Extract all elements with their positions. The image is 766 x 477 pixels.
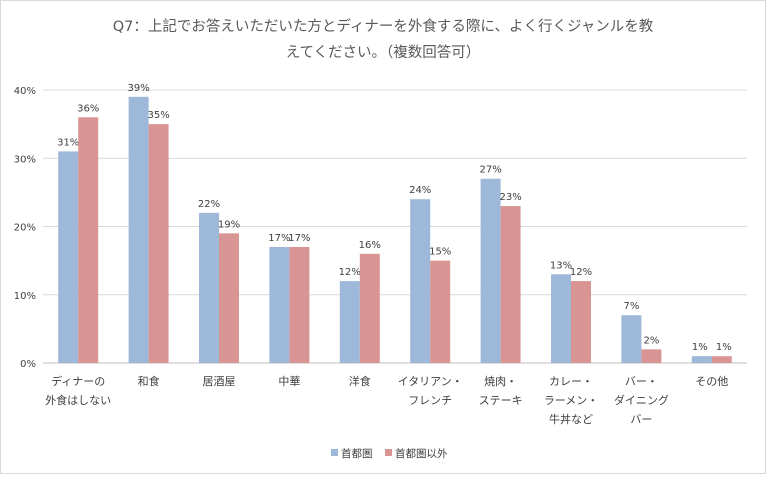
x-tick-label: ステーキ [479, 394, 523, 407]
bar-shutoken-igai [430, 260, 451, 363]
bar-shutoken [621, 315, 642, 363]
data-label: 7% [623, 301, 639, 312]
bar-shutoken-igai [571, 281, 591, 363]
bar-shutoken [128, 96, 149, 363]
x-tick-label: 和食 [138, 374, 160, 388]
bar-shutoken [691, 356, 712, 363]
x-tick-label: ラーメン・ [544, 394, 599, 407]
data-label: 22% [198, 199, 220, 210]
data-label: 1% [716, 342, 732, 353]
x-tick-label: 洋食 [349, 374, 371, 388]
chart-title-line: Q7：上記でお答えいただいた方とディナーを外食する際に、よく行くジャンルを教 [113, 17, 654, 35]
bar-shutoken-igai [359, 253, 380, 363]
bar-shutoken [339, 281, 360, 363]
bar-shutoken-igai [219, 233, 239, 363]
bar-shutoken [58, 151, 79, 363]
bar-shutoken [199, 212, 219, 363]
x-tick-label: その他 [695, 375, 728, 388]
x-tick-label: 居酒屋 [203, 375, 236, 388]
legend-swatch [385, 449, 392, 456]
data-label: 23% [499, 192, 521, 203]
y-tick-label: 30% [14, 154, 36, 165]
bar-shutoken-igai [711, 356, 732, 363]
x-tick-label: イタリアン・ [398, 375, 463, 388]
y-tick-label: 40% [14, 86, 36, 97]
data-label: 27% [479, 165, 501, 176]
bar-shutoken-igai [500, 206, 521, 363]
x-tick-label: 焼肉・ [484, 375, 517, 388]
x-tick-label: 外食はしない [45, 393, 111, 407]
bar-shutoken [410, 199, 431, 363]
bar-shutoken-igai [148, 124, 169, 363]
bar-shutoken [551, 274, 571, 363]
data-label: 19% [218, 219, 240, 230]
chart-title-line: えてください。（複数回答可） [286, 44, 481, 61]
bar-shutoken-igai [289, 246, 310, 363]
y-tick-label: 20% [14, 223, 36, 234]
x-tick-label: フレンチ [408, 394, 452, 407]
legend-label: 首都圏以外 [395, 447, 448, 460]
bar-shutoken [269, 246, 290, 363]
data-label: 24% [409, 185, 431, 196]
x-tick-label: 中華 [278, 375, 300, 388]
x-tick-label: バー・ [625, 375, 658, 388]
data-label: 16% [359, 240, 381, 251]
x-tick-label: ダイニング [614, 393, 669, 407]
data-label: 36% [77, 103, 99, 114]
bar-shutoken [480, 178, 501, 363]
data-label: 35% [147, 110, 169, 121]
data-label: 12% [570, 267, 592, 278]
x-tick-label: ディナーの [51, 374, 105, 388]
x-tick-label: 牛丼など [549, 412, 593, 426]
bar-shutoken-igai [78, 117, 99, 363]
bar-shutoken-igai [641, 349, 662, 363]
data-label: 15% [429, 247, 451, 258]
data-label: 17% [288, 233, 310, 244]
y-tick-label: 0% [20, 359, 36, 370]
data-label: 13% [550, 260, 572, 271]
data-label: 2% [643, 335, 659, 346]
x-tick-label: バー [630, 413, 652, 426]
data-label: 12% [339, 267, 361, 278]
legend-swatch [331, 449, 338, 456]
legend-label: 首都圏 [341, 447, 373, 460]
y-tick-label: 10% [14, 291, 36, 302]
data-label: 1% [692, 342, 708, 353]
data-label: 17% [268, 233, 290, 244]
x-tick-label: カレー・ [549, 375, 593, 388]
data-label: 39% [127, 83, 149, 94]
data-label: 31% [57, 137, 79, 148]
